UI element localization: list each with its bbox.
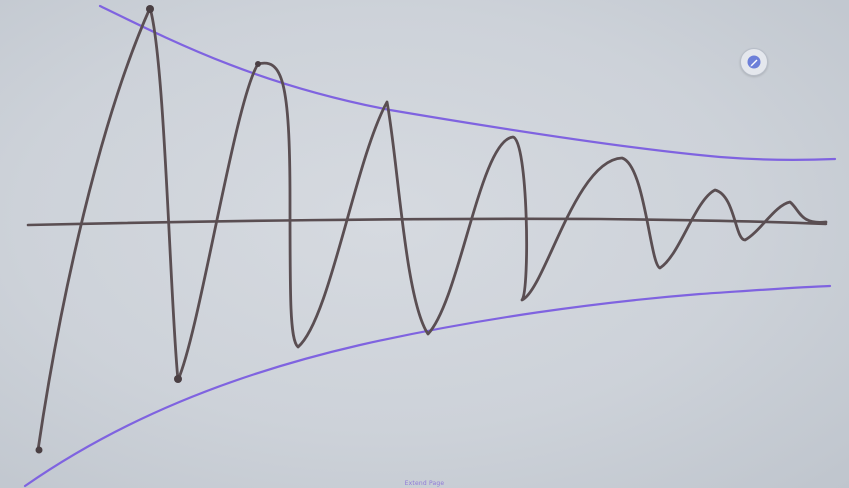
first-peak-dot — [146, 5, 154, 13]
first-trough-dot — [174, 375, 182, 383]
extend-page-link[interactable]: Extend Page — [404, 480, 445, 487]
lower-envelope-line — [23, 284, 832, 488]
second-peak-dot — [255, 61, 261, 67]
pen-icon — [747, 55, 761, 69]
pen-tool-button[interactable] — [740, 48, 768, 76]
upper-envelope-line — [98, 4, 837, 161]
start-point-dot — [35, 446, 43, 454]
damped-oscillation-line — [36, 6, 828, 452]
horizontal-axis-line — [26, 217, 828, 227]
